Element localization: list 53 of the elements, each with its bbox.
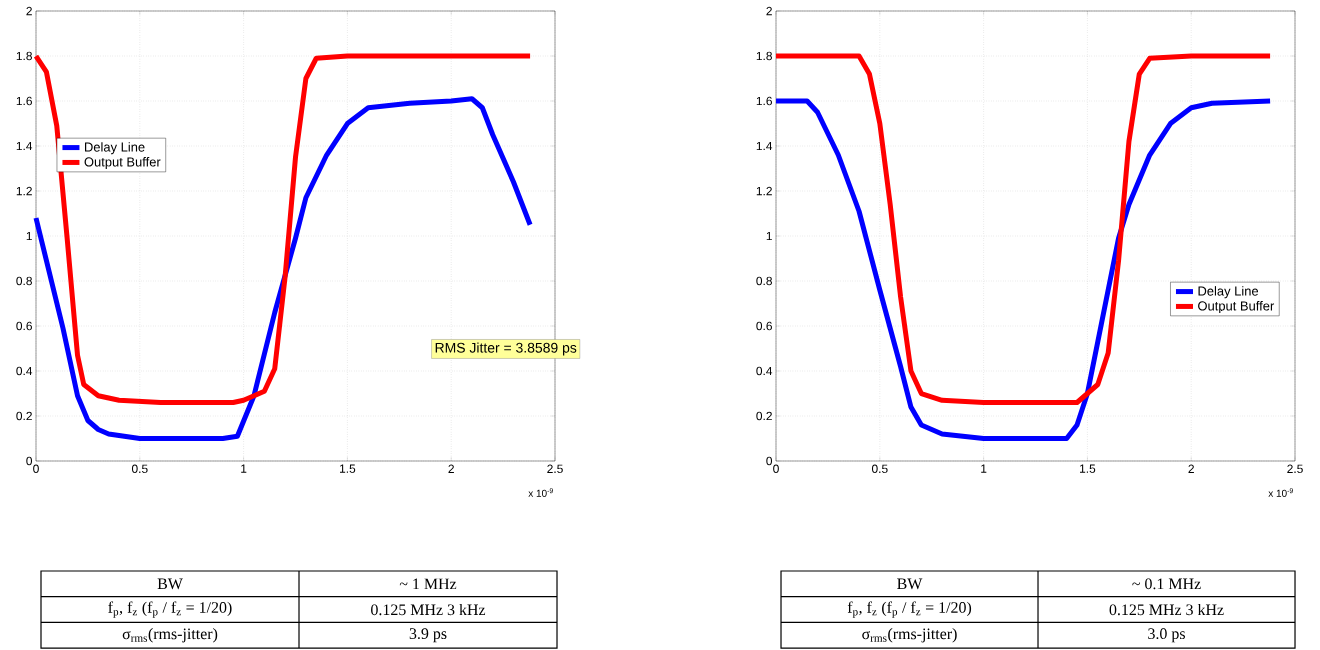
- y-tick-label: 0: [26, 456, 33, 466]
- y-tick-label: 0.4: [756, 366, 773, 376]
- y-tick-label: 2: [26, 6, 32, 16]
- x-tick-label: 0: [773, 464, 779, 473]
- legend-label: Delay Line: [85, 142, 145, 155]
- text: 3.0 ps: [1148, 628, 1185, 643]
- y-tick-label: 0.2: [16, 411, 32, 421]
- y-tick-label: 0.6: [16, 321, 32, 331]
- text: f$_{p}$, f$_{z}$ (f$_{p}$ / f$_{z}$ = 1/20): [108, 601, 232, 618]
- x-tick-label: 1.5: [340, 464, 356, 473]
- text: ~ 0.1 MHz: [1132, 578, 1201, 590]
- y-tick-label: 1: [766, 231, 772, 241]
- y-tick-label: 1.2: [16, 186, 32, 196]
- y-tick-label: 0.6: [756, 321, 772, 331]
- x-tick-label: 2: [448, 464, 454, 473]
- y-tick-label: 1.6: [16, 96, 32, 106]
- x-tick-label: 2: [1188, 464, 1194, 473]
- y-tick-label: 1.8: [756, 51, 772, 61]
- y-tick-label: 0: [766, 456, 773, 466]
- y-tick-label: 0.2: [756, 411, 772, 421]
- legend-label: Output Buffer: [84, 157, 161, 170]
- y-tick-label: 2: [766, 6, 772, 16]
- text: BW: [897, 578, 923, 590]
- y-tick-label: 1.2: [756, 186, 772, 196]
- x-tick-label: 2.5: [547, 464, 563, 473]
- y-tick-label: 0.4: [16, 366, 33, 376]
- y-tick-label: 1.4: [756, 141, 773, 151]
- text: 0.125 MHz 3 kHz: [1109, 603, 1224, 616]
- x-tick-label: 0: [33, 464, 39, 473]
- y-tick-label: 1.8: [16, 51, 32, 61]
- text: BW: [157, 578, 183, 590]
- x-tick-label: 0.5: [131, 464, 148, 473]
- x-tick-label: 1: [241, 464, 247, 473]
- text: f$_{p}$, f$_{z}$ (f$_{p}$ / f$_{z}$ = 1/20): [847, 601, 972, 618]
- text: 3.9 ps: [409, 628, 447, 643]
- text: σ$_{rms}$(rms-jitter): [862, 628, 957, 643]
- x-tick-label: 0.5: [871, 464, 888, 473]
- legend-label: Output Buffer: [1198, 301, 1275, 314]
- y-tick-label: 1.6: [756, 96, 772, 106]
- text: x 10$^{-9}$: [528, 488, 553, 497]
- text: 0.125 MHz 3 kHz: [371, 603, 486, 616]
- text: ~ 1 MHz: [399, 578, 457, 590]
- x-tick-label: 1: [981, 464, 987, 473]
- y-tick-label: 1.4: [16, 141, 33, 151]
- legend-label: Delay Line: [1198, 286, 1259, 299]
- y-tick-label: 0.8: [16, 276, 32, 286]
- text: σ$_{rms}$(rms-jitter): [122, 628, 218, 643]
- y-tick-label: 1: [26, 231, 32, 241]
- annotation: RMS Jitter = 3.8589 ps: [435, 342, 577, 356]
- text: x 10$^{-9}$: [1268, 488, 1293, 497]
- y-tick-label: 0.8: [756, 276, 772, 286]
- x-tick-label: 2.5: [1287, 464, 1303, 473]
- x-tick-label: 1.5: [1080, 464, 1096, 473]
